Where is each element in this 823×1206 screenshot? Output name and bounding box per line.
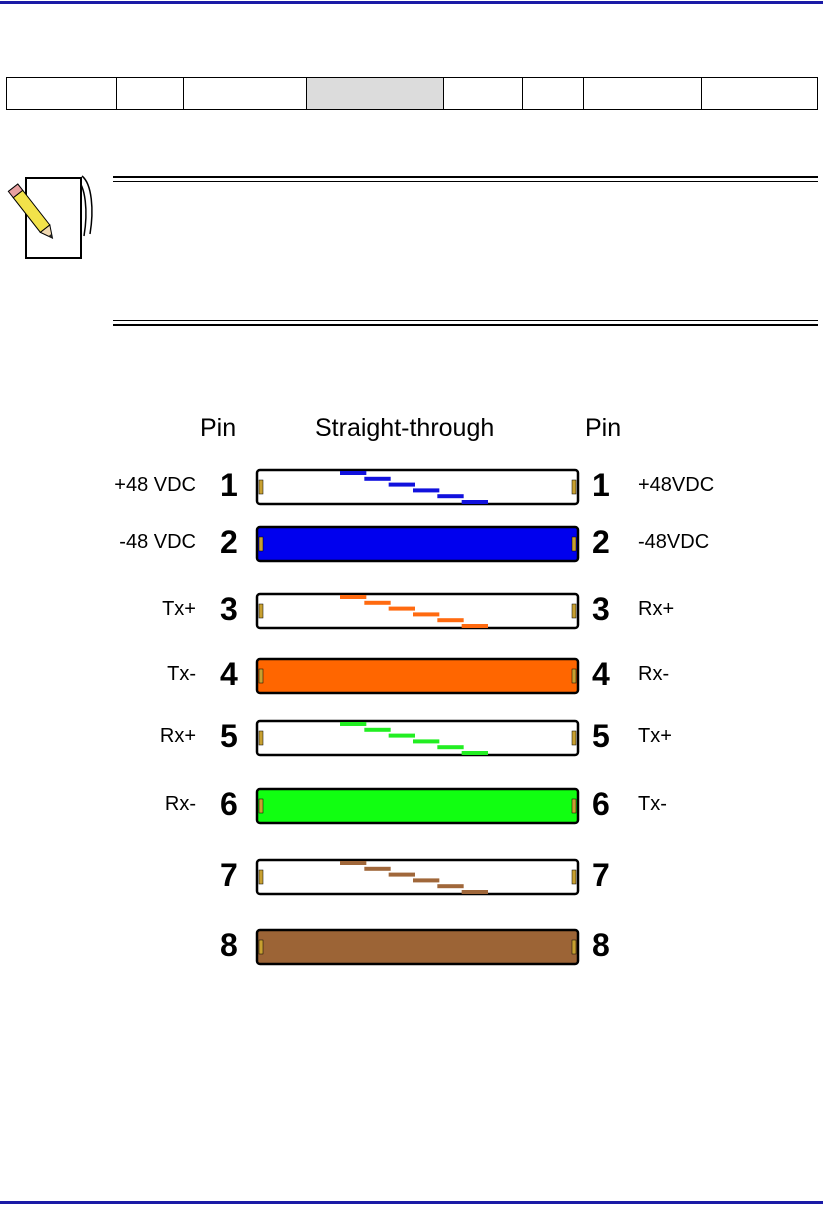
wire-stripe-7 xyxy=(388,872,415,877)
pin-header-right: Pin xyxy=(585,414,622,442)
header-cell-5 xyxy=(444,78,523,109)
wire-stripe-3 xyxy=(364,600,391,605)
header-cell-3 xyxy=(184,78,308,109)
wire-body-6 xyxy=(255,787,580,825)
straight-through-header: Straight-through xyxy=(315,414,495,442)
wire-stripe-5 xyxy=(461,751,488,755)
header-cell-7 xyxy=(584,78,703,109)
note-bottom-rule xyxy=(113,324,818,326)
right-pin-number: 8 xyxy=(592,927,610,963)
header-cell-1 xyxy=(7,78,117,109)
left-pin-number: 1 xyxy=(220,467,238,503)
wire-stripe-1 xyxy=(413,488,440,493)
left-pin-number: 6 xyxy=(220,786,238,822)
wire-stripe-3 xyxy=(340,595,367,599)
wire-4 xyxy=(255,657,580,695)
note-top-rule-thin xyxy=(113,181,818,182)
pinout-diagram: Pin Straight-through Pin +48 VDC 1 1 +48VDC… xyxy=(0,400,823,1000)
wire-stripe-7 xyxy=(364,866,391,871)
right-pin-number: 7 xyxy=(592,857,610,893)
wire-stripe-3 xyxy=(413,612,440,617)
left-signal-label: +48 VDC xyxy=(114,474,196,496)
note-bottom-rule-thin xyxy=(113,320,818,321)
wire-stripe-5 xyxy=(413,739,440,744)
wire-body-3 xyxy=(255,592,580,630)
wire-stripe-7 xyxy=(437,884,464,889)
wire-stripe-1 xyxy=(388,482,415,487)
left-signal-label: Rx+ xyxy=(159,725,196,747)
wire-stripe-3 xyxy=(388,606,415,611)
wire-stripe-5 xyxy=(340,722,367,726)
wire-stripe-1 xyxy=(364,476,391,481)
wire-3 xyxy=(255,592,580,630)
wire-body-7 xyxy=(255,858,580,896)
left-signal-label: Rx- xyxy=(164,793,196,815)
left-pin-number: 4 xyxy=(220,656,238,692)
wire-8 xyxy=(255,928,580,966)
left-pin-number: 7 xyxy=(220,857,238,893)
right-signal-label: Tx+ xyxy=(638,725,672,747)
right-pin-number: 6 xyxy=(592,786,610,822)
wire-6 xyxy=(255,787,580,825)
right-pin-number: 4 xyxy=(592,656,610,692)
header-cell-2 xyxy=(117,78,184,109)
wire-stripe-1 xyxy=(461,500,488,504)
right-pin-number: 1 xyxy=(592,467,610,503)
right-pin-number: 5 xyxy=(592,718,610,754)
wire-body-4 xyxy=(255,657,580,695)
wire-stripe-7 xyxy=(340,861,367,865)
wire-stripe-3 xyxy=(437,618,464,623)
right-signal-label: Rx+ xyxy=(638,598,675,620)
right-signal-label: -48VDC xyxy=(638,531,710,553)
wire-body-2 xyxy=(255,525,580,563)
wire-7 xyxy=(255,858,580,896)
right-signal-label: Rx- xyxy=(638,663,670,685)
right-signal-label: Tx- xyxy=(638,793,667,815)
wire-stripe-5 xyxy=(437,745,464,750)
left-signal-label: Tx- xyxy=(167,663,196,685)
pin-header-left: Pin xyxy=(200,414,237,442)
wire-body-1 xyxy=(255,468,580,506)
left-pin-number: 5 xyxy=(220,718,238,754)
right-pin-number: 2 xyxy=(592,524,610,560)
wire-stripe-5 xyxy=(388,733,415,738)
wire-stripe-5 xyxy=(364,727,391,732)
header-cell-8 xyxy=(702,78,817,109)
header-cell-6 xyxy=(523,78,584,109)
wire-1 xyxy=(255,468,580,506)
left-pin-number: 3 xyxy=(220,591,238,627)
header-cell-4 xyxy=(307,78,444,109)
wire-stripe-1 xyxy=(340,471,367,475)
wire-stripe-3 xyxy=(461,624,488,628)
left-pin-number: 8 xyxy=(220,927,238,963)
left-signal-label: -48 VDC xyxy=(119,531,196,553)
wire-body-5 xyxy=(255,719,580,757)
wire-stripe-7 xyxy=(413,878,440,883)
wire-5 xyxy=(255,719,580,757)
wire-stripe-1 xyxy=(437,494,464,499)
wire-body-8 xyxy=(255,928,580,966)
wire-graphics xyxy=(255,468,580,966)
footer-rule xyxy=(0,1201,823,1204)
header-rule xyxy=(0,1,823,4)
note-top-rule xyxy=(113,176,818,178)
left-pin-number: 2 xyxy=(220,524,238,560)
note-pencil-icon xyxy=(4,170,94,262)
wire-2 xyxy=(255,525,580,563)
header-table xyxy=(6,77,818,110)
right-signal-label: +48VDC xyxy=(638,474,715,496)
left-signal-label: Tx+ xyxy=(162,598,196,620)
right-pin-number: 3 xyxy=(592,591,610,627)
wire-stripe-7 xyxy=(461,890,488,894)
